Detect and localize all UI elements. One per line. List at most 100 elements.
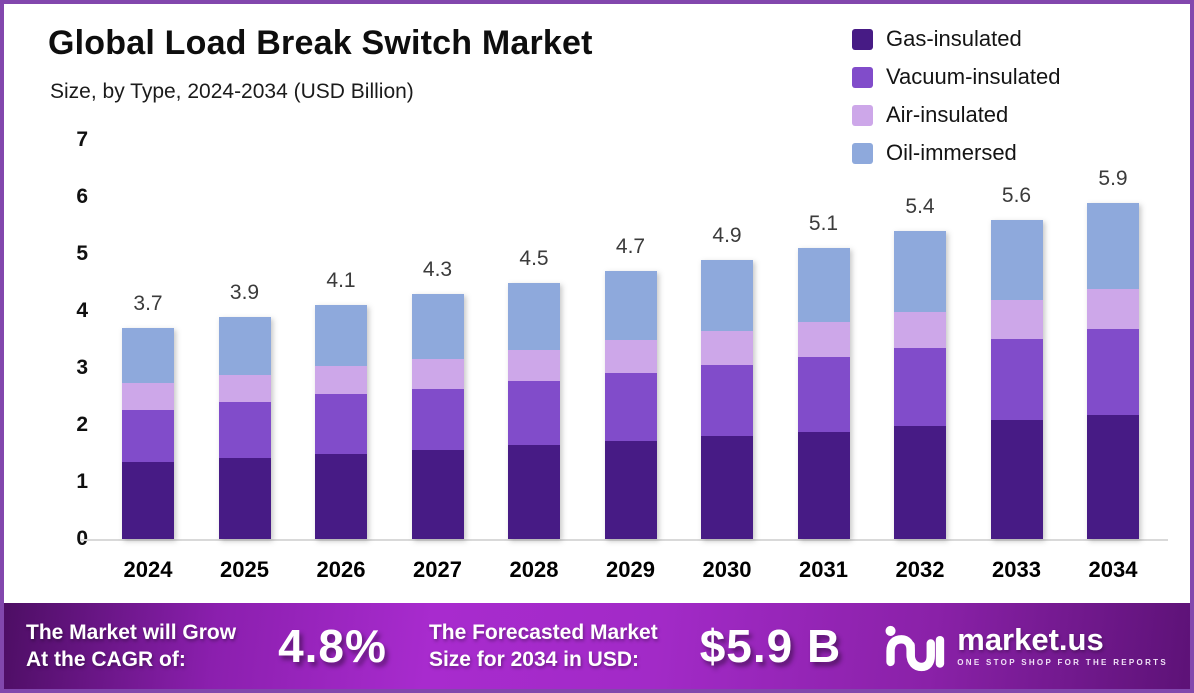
bar-stack bbox=[411, 293, 464, 539]
legend-item-vacuum-insulated: Vacuum-insulated bbox=[852, 58, 1060, 96]
y-axis-tick-label: 5 bbox=[76, 242, 88, 265]
bar-column-2033: 5.6 2033 bbox=[990, 139, 1043, 582]
y-axis-tick-label: 2 bbox=[76, 413, 88, 436]
x-axis-tick-label: 2030 bbox=[702, 557, 752, 582]
x-axis-tick-label: 2033 bbox=[992, 557, 1041, 582]
bar-total-label: 5.4 bbox=[905, 195, 935, 219]
bar-segment-oil-immersed bbox=[604, 271, 657, 341]
y-axis-tick-label: 7 bbox=[76, 128, 88, 151]
bar-stack bbox=[604, 271, 657, 539]
bar-stack bbox=[894, 231, 946, 539]
bar-stack bbox=[315, 305, 367, 539]
bar-column-2026: 4.1 2026 bbox=[315, 139, 367, 582]
legend-swatch-air-insulated bbox=[852, 104, 873, 126]
bar-segment-vacuum-insulated bbox=[315, 394, 367, 454]
bar-total-label: 5.6 bbox=[1001, 183, 1032, 207]
bar-stack bbox=[701, 259, 753, 539]
bar-segment-oil-immersed bbox=[894, 231, 946, 313]
bar-segment-air-insulated bbox=[315, 366, 367, 395]
forecast-value: $5.9 B bbox=[699, 620, 842, 672]
bar-segment-oil-immersed bbox=[315, 305, 367, 367]
bar-segment-vacuum-insulated bbox=[1087, 329, 1139, 416]
x-axis-tick-label: 2026 bbox=[316, 557, 366, 582]
legend-swatch-vacuum-insulated bbox=[852, 66, 873, 88]
bar-total-label: 3.9 bbox=[229, 280, 260, 304]
legend-label-air-insulated: Air-insulated bbox=[886, 102, 1009, 127]
bar-segment-vacuum-insulated bbox=[218, 402, 271, 458]
bar-segment-gas-insulated bbox=[1087, 415, 1139, 539]
bar-stack bbox=[122, 328, 174, 539]
legend-swatch-gas-insulated bbox=[852, 28, 873, 50]
bar-column-2024: 3.7 2024 bbox=[122, 139, 174, 582]
bar-segment-vacuum-insulated bbox=[894, 348, 946, 426]
y-axis-tick-label: 1 bbox=[76, 470, 88, 493]
bar-segment-air-insulated bbox=[122, 382, 174, 410]
bar-segment-oil-immersed bbox=[990, 219, 1043, 301]
bar-segment-gas-insulated bbox=[508, 444, 560, 539]
bar-column-2034: 5.9 2034 bbox=[1087, 139, 1139, 582]
legend-label-gas-insulated: Gas-insulated bbox=[886, 26, 1022, 51]
bar-segment-oil-immersed bbox=[1087, 202, 1139, 290]
x-axis-tick-label: 2024 bbox=[123, 557, 173, 582]
brand-name: market.us bbox=[957, 622, 1104, 657]
bar-segment-oil-immersed bbox=[218, 316, 271, 375]
bar-column-2032: 5.4 2032 bbox=[894, 139, 946, 582]
bar-segment-air-insulated bbox=[990, 300, 1043, 339]
bar-total-label: 3.7 bbox=[133, 292, 163, 316]
bar-total-label: 4.1 bbox=[326, 269, 356, 293]
bar-segment-gas-insulated bbox=[411, 449, 464, 539]
bar-total-label: 4.7 bbox=[615, 235, 646, 259]
bar-stack bbox=[797, 248, 850, 539]
x-axis-tick-label: 2031 bbox=[799, 557, 848, 582]
y-axis-tick-label: 6 bbox=[76, 185, 88, 208]
bar-total-label: 4.3 bbox=[422, 257, 453, 281]
forecast-label: The Forecasted Market Size for 2034 in U… bbox=[429, 619, 658, 673]
bar-segment-air-insulated bbox=[508, 349, 560, 382]
bar-segment-vacuum-insulated bbox=[122, 409, 174, 463]
y-axis-tick-label: 4 bbox=[76, 299, 88, 322]
bar-segment-gas-insulated bbox=[990, 420, 1043, 539]
y-axis-tick-label: 3 bbox=[76, 356, 88, 379]
bar-stack bbox=[990, 219, 1043, 539]
bar-segment-gas-insulated bbox=[604, 440, 657, 539]
bar-segment-air-insulated bbox=[797, 321, 850, 358]
bar-segment-air-insulated bbox=[411, 358, 464, 389]
bar-segment-air-insulated bbox=[701, 330, 753, 365]
chart-title: Global Load Break Switch Market bbox=[48, 24, 593, 62]
bar-segment-oil-immersed bbox=[701, 259, 753, 331]
chart-legend: Gas-insulated Vacuum-insulated Air-insul… bbox=[852, 20, 1060, 172]
x-axis-tick-label: 2034 bbox=[1088, 557, 1138, 582]
forecast-label-line2: Size for 2034 in USD: bbox=[428, 648, 639, 671]
bar-segment-vacuum-insulated bbox=[411, 388, 464, 450]
bar-segment-vacuum-insulated bbox=[508, 381, 560, 445]
legend-swatch-oil-immersed bbox=[852, 142, 873, 164]
bar-column-2025: 3.9 2025 bbox=[218, 139, 271, 582]
bar-segment-gas-insulated bbox=[701, 435, 753, 539]
cagr-label-line2: At the CAGR of: bbox=[26, 648, 186, 671]
x-axis-tick-label: 2027 bbox=[413, 557, 462, 582]
bar-segment-oil-immersed bbox=[508, 282, 560, 350]
x-axis-tick-label: 2029 bbox=[606, 557, 655, 582]
bar-segment-air-insulated bbox=[1087, 289, 1139, 330]
bar-segment-oil-immersed bbox=[122, 328, 174, 383]
y-axis: 0 1 2 3 4 5 6 7 bbox=[54, 128, 88, 550]
legend-item-air-insulated: Air-insulated bbox=[852, 96, 1060, 134]
bar-segment-gas-insulated bbox=[315, 453, 367, 539]
legend-item-oil-immersed: Oil-immersed bbox=[852, 134, 1060, 172]
bar-total-label: 4.9 bbox=[712, 223, 742, 247]
legend-label-vacuum-insulated: Vacuum-insulated bbox=[886, 64, 1061, 89]
bar-stack bbox=[218, 316, 271, 539]
legend-item-gas-insulated: Gas-insulated bbox=[852, 20, 1060, 58]
bar-segment-vacuum-insulated bbox=[797, 357, 850, 432]
brand-logo: market.us ONE STOP SHOP FOR THE REPORTS bbox=[883, 620, 1168, 672]
bar-segment-gas-insulated bbox=[218, 457, 271, 539]
bar-stack bbox=[508, 282, 560, 539]
bar-column-2030: 4.9 2030 bbox=[701, 139, 753, 582]
bar-total-label: 5.9 bbox=[1098, 166, 1128, 190]
bar-segment-air-insulated bbox=[218, 374, 271, 403]
plot-area: 3.7 2024 3.9 2025 4.1 2026 4.3 2027 4.5 2028 4.7 20… bbox=[80, 139, 1168, 582]
bar-segment-oil-immersed bbox=[797, 248, 850, 322]
legend-label-oil-immersed: Oil-immersed bbox=[886, 140, 1017, 165]
forecast-label-line1: The Forecasted Market bbox=[428, 621, 658, 644]
